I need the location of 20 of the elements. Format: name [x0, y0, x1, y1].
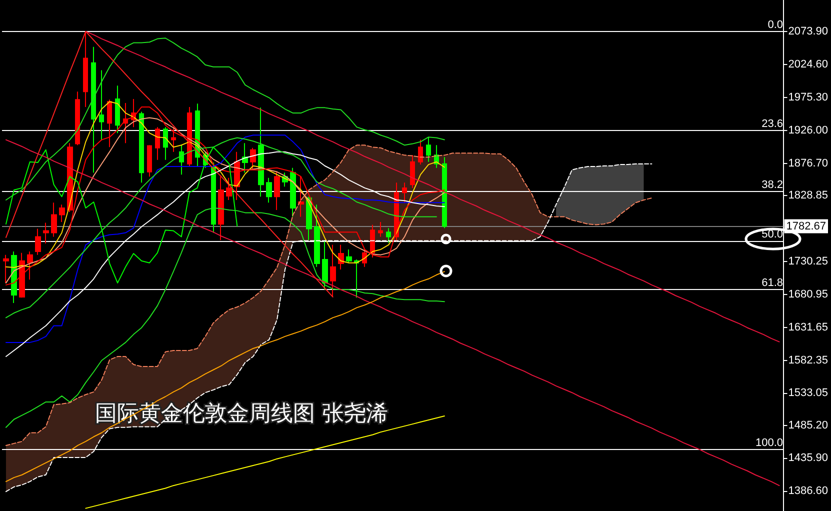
y-tick-label: 1975.30 — [788, 91, 828, 104]
annotation: 61.8 — [762, 277, 783, 290]
y-tick-label: 1876.70 — [788, 157, 828, 170]
annotation: 0.0 — [768, 19, 783, 32]
y-tick-label: 2073.90 — [788, 26, 828, 38]
y-tick-label: 1435.90 — [788, 452, 828, 464]
y-tick-label: 1533.05 — [788, 387, 828, 400]
y-tick-label: 1485.20 — [788, 419, 828, 432]
annotation: 38.2 — [762, 178, 783, 191]
y-tick-label: 1386.60 — [788, 485, 828, 498]
annotation: 23.6 — [762, 118, 783, 130]
y-tick-label: 2024.60 — [788, 58, 828, 70]
y-tick-label: 1582.35 — [788, 354, 828, 366]
y-tick-label: 1730.25 — [788, 255, 828, 268]
ref-line-label: 1782.67 — [786, 220, 826, 232]
annotation: 100.0 — [755, 436, 783, 449]
y-tick-label: 1828.85 — [788, 189, 828, 202]
y-tick-label: 1631.65 — [788, 321, 828, 334]
y-tick-label: 1680.95 — [788, 288, 828, 300]
y-tick-label: 1926.00 — [788, 124, 828, 136]
